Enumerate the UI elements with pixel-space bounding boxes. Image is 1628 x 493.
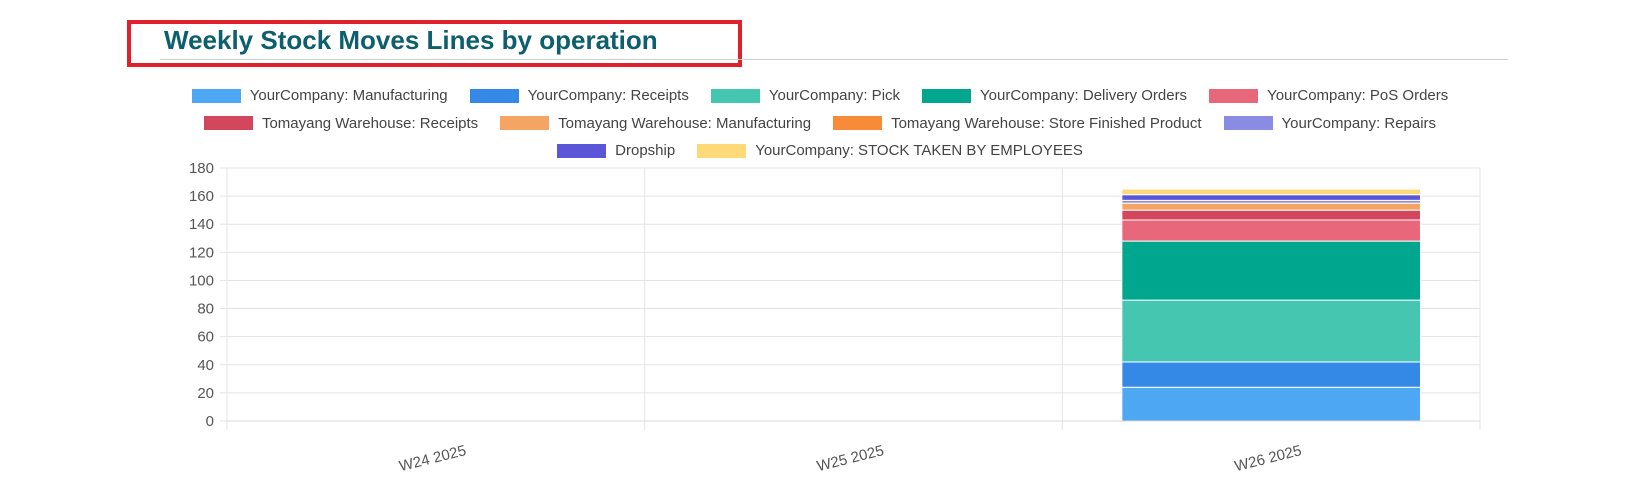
legend-item[interactable]: YourCompany: Receipts xyxy=(469,87,689,105)
legend-item[interactable]: YourCompany: Pick xyxy=(710,87,901,105)
legend-label: YourCompany: Pick xyxy=(768,87,901,105)
legend-item[interactable]: YourCompany: STOCK TAKEN BY EMPLOYEES xyxy=(697,142,1083,159)
legend-item[interactable]: Dropship xyxy=(557,142,675,159)
legend-swatch xyxy=(697,143,747,158)
legend-label: YourCompany: Repairs xyxy=(1281,114,1437,132)
legend-item[interactable]: YourCompany: Manufacturing xyxy=(191,87,448,105)
legend-swatch xyxy=(203,116,253,131)
y-tick-label: 40 xyxy=(197,357,214,374)
legend-label: Dropship xyxy=(615,142,676,160)
legend-label: Tomayang Warehouse: Receipts xyxy=(261,114,479,132)
y-tick-label: 160 xyxy=(189,188,214,205)
x-tick-label: W25 2025 xyxy=(815,442,885,475)
legend-label: YourCompany: PoS Orders xyxy=(1267,87,1449,105)
y-tick-label: 120 xyxy=(189,244,214,261)
legend-swatch xyxy=(1223,116,1273,131)
y-tick-label: 140 xyxy=(189,216,214,233)
bar-segment xyxy=(1121,188,1421,196)
chart-title: Weekly Stock Moves Lines by operation xyxy=(164,25,658,55)
y-tick-label: 20 xyxy=(197,385,214,402)
legend-item[interactable]: YourCompany: PoS Orders xyxy=(1209,87,1448,104)
legend-label: YourCompany: Manufacturing xyxy=(249,87,448,105)
legend-item[interactable]: YourCompany: Delivery Orders xyxy=(922,87,1187,104)
y-tick-label: 100 xyxy=(189,272,214,289)
legend-label: YourCompany: Delivery Orders xyxy=(980,87,1188,105)
legend-label: Tomayang Warehouse: Store Finished Produ… xyxy=(891,114,1202,132)
legend-swatch xyxy=(1209,88,1259,103)
title-highlight-box xyxy=(127,20,742,67)
legend-label: Tomayang Warehouse: Manufacturing xyxy=(558,114,812,132)
legend-swatch xyxy=(191,88,241,103)
legend-swatch xyxy=(922,88,972,103)
y-tick-label: 60 xyxy=(197,329,214,346)
legend-swatch xyxy=(469,88,519,103)
y-tick-label: 180 xyxy=(189,160,214,177)
legend-swatch xyxy=(557,143,607,158)
bar-segment xyxy=(1121,361,1421,388)
legend-swatch xyxy=(833,116,883,131)
legend-label: YourCompany: Receipts xyxy=(527,87,689,105)
title-divider xyxy=(160,59,1508,60)
legend-item[interactable]: YourCompany: Repairs xyxy=(1223,114,1437,132)
x-tick-label: W24 2025 xyxy=(398,442,468,475)
legend-row: Dropship YourCompany: STOCK TAKEN BY EMP… xyxy=(150,137,1490,165)
x-tick-label: W26 2025 xyxy=(1233,442,1303,475)
legend-row: YourCompany: Manufacturing YourCompany: … xyxy=(150,82,1490,110)
legend-row: Tomayang Warehouse: Receipts Tomayang Wa… xyxy=(150,110,1490,138)
legend-item[interactable]: Tomayang Warehouse: Manufacturing xyxy=(500,115,811,132)
bar-segment xyxy=(1121,299,1421,363)
bar-segment xyxy=(1121,194,1421,201)
y-tick-label: 80 xyxy=(197,301,214,318)
legend-item[interactable]: Tomayang Warehouse: Store Finished Produ… xyxy=(833,114,1202,132)
legend-item[interactable]: Tomayang Warehouse: Receipts xyxy=(203,114,479,132)
bar-segment xyxy=(1121,386,1421,422)
legend: YourCompany: Manufacturing YourCompany: … xyxy=(150,82,1490,165)
bar-segment xyxy=(1121,202,1421,211)
bar-segment xyxy=(1121,240,1421,301)
bar-segment xyxy=(1121,219,1421,242)
legend-swatch xyxy=(710,88,760,103)
bar-segment xyxy=(1121,209,1421,221)
y-tick-label: 0 xyxy=(206,413,214,430)
legend-label: YourCompany: STOCK TAKEN BY EMPLOYEES xyxy=(755,142,1083,160)
legend-swatch xyxy=(500,116,550,131)
